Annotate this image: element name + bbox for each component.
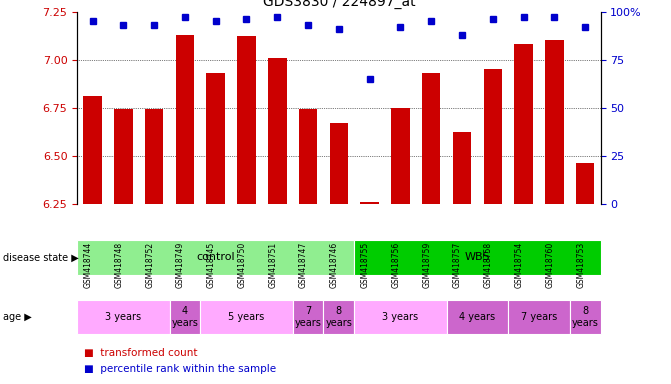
Text: WBS: WBS xyxy=(464,252,490,262)
Text: GSM418748: GSM418748 xyxy=(114,242,123,288)
Text: GSM418752: GSM418752 xyxy=(145,242,154,288)
Bar xyxy=(299,109,317,204)
Text: GSM418749: GSM418749 xyxy=(176,242,185,288)
Bar xyxy=(329,123,348,204)
Bar xyxy=(576,163,595,204)
Bar xyxy=(354,240,601,275)
Bar xyxy=(145,109,163,204)
Text: GSM418753: GSM418753 xyxy=(576,242,585,288)
Text: ■  transformed count: ■ transformed count xyxy=(84,348,197,358)
Bar xyxy=(354,300,447,334)
Bar xyxy=(391,108,410,204)
Text: 4
years: 4 years xyxy=(172,306,199,328)
Title: GDS3830 / 224897_at: GDS3830 / 224897_at xyxy=(262,0,415,9)
Bar xyxy=(484,69,502,204)
Text: 5 years: 5 years xyxy=(228,312,264,322)
Text: GSM418759: GSM418759 xyxy=(422,242,431,288)
Bar xyxy=(422,73,440,204)
Text: 3 years: 3 years xyxy=(382,312,419,322)
Bar xyxy=(83,96,102,204)
Text: GSM418746: GSM418746 xyxy=(330,242,339,288)
Bar xyxy=(238,36,256,204)
Bar xyxy=(515,44,533,204)
Bar xyxy=(545,40,564,204)
Text: GSM418756: GSM418756 xyxy=(391,242,401,288)
Text: GSM418745: GSM418745 xyxy=(207,242,215,288)
Bar xyxy=(360,202,379,204)
Text: 8
years: 8 years xyxy=(572,306,599,328)
Text: ■  percentile rank within the sample: ■ percentile rank within the sample xyxy=(84,364,276,374)
Text: GSM418750: GSM418750 xyxy=(238,242,246,288)
Bar xyxy=(77,240,354,275)
Text: GSM418757: GSM418757 xyxy=(453,242,462,288)
Bar xyxy=(323,300,354,334)
Text: 4 years: 4 years xyxy=(460,312,495,322)
Bar xyxy=(170,300,201,334)
Text: 8
years: 8 years xyxy=(325,306,352,328)
Bar xyxy=(447,300,508,334)
Text: 7
years: 7 years xyxy=(295,306,321,328)
Text: GSM418755: GSM418755 xyxy=(360,242,370,288)
Text: GSM418747: GSM418747 xyxy=(299,242,308,288)
Text: disease state ▶: disease state ▶ xyxy=(3,252,79,262)
Text: GSM418744: GSM418744 xyxy=(84,242,93,288)
Bar xyxy=(201,300,293,334)
Text: GSM418754: GSM418754 xyxy=(515,242,523,288)
Text: control: control xyxy=(197,252,235,262)
Bar xyxy=(508,300,570,334)
Bar xyxy=(77,300,170,334)
Bar xyxy=(207,73,225,204)
Bar xyxy=(114,109,133,204)
Bar xyxy=(570,300,601,334)
Text: 3 years: 3 years xyxy=(105,312,142,322)
Text: GSM418760: GSM418760 xyxy=(546,242,554,288)
Bar xyxy=(293,300,323,334)
Bar xyxy=(268,58,287,204)
Bar xyxy=(176,35,194,204)
Text: GSM418758: GSM418758 xyxy=(484,242,493,288)
Text: 7 years: 7 years xyxy=(521,312,557,322)
Text: age ▶: age ▶ xyxy=(3,312,32,322)
Text: GSM418751: GSM418751 xyxy=(268,242,277,288)
Bar xyxy=(453,132,471,204)
